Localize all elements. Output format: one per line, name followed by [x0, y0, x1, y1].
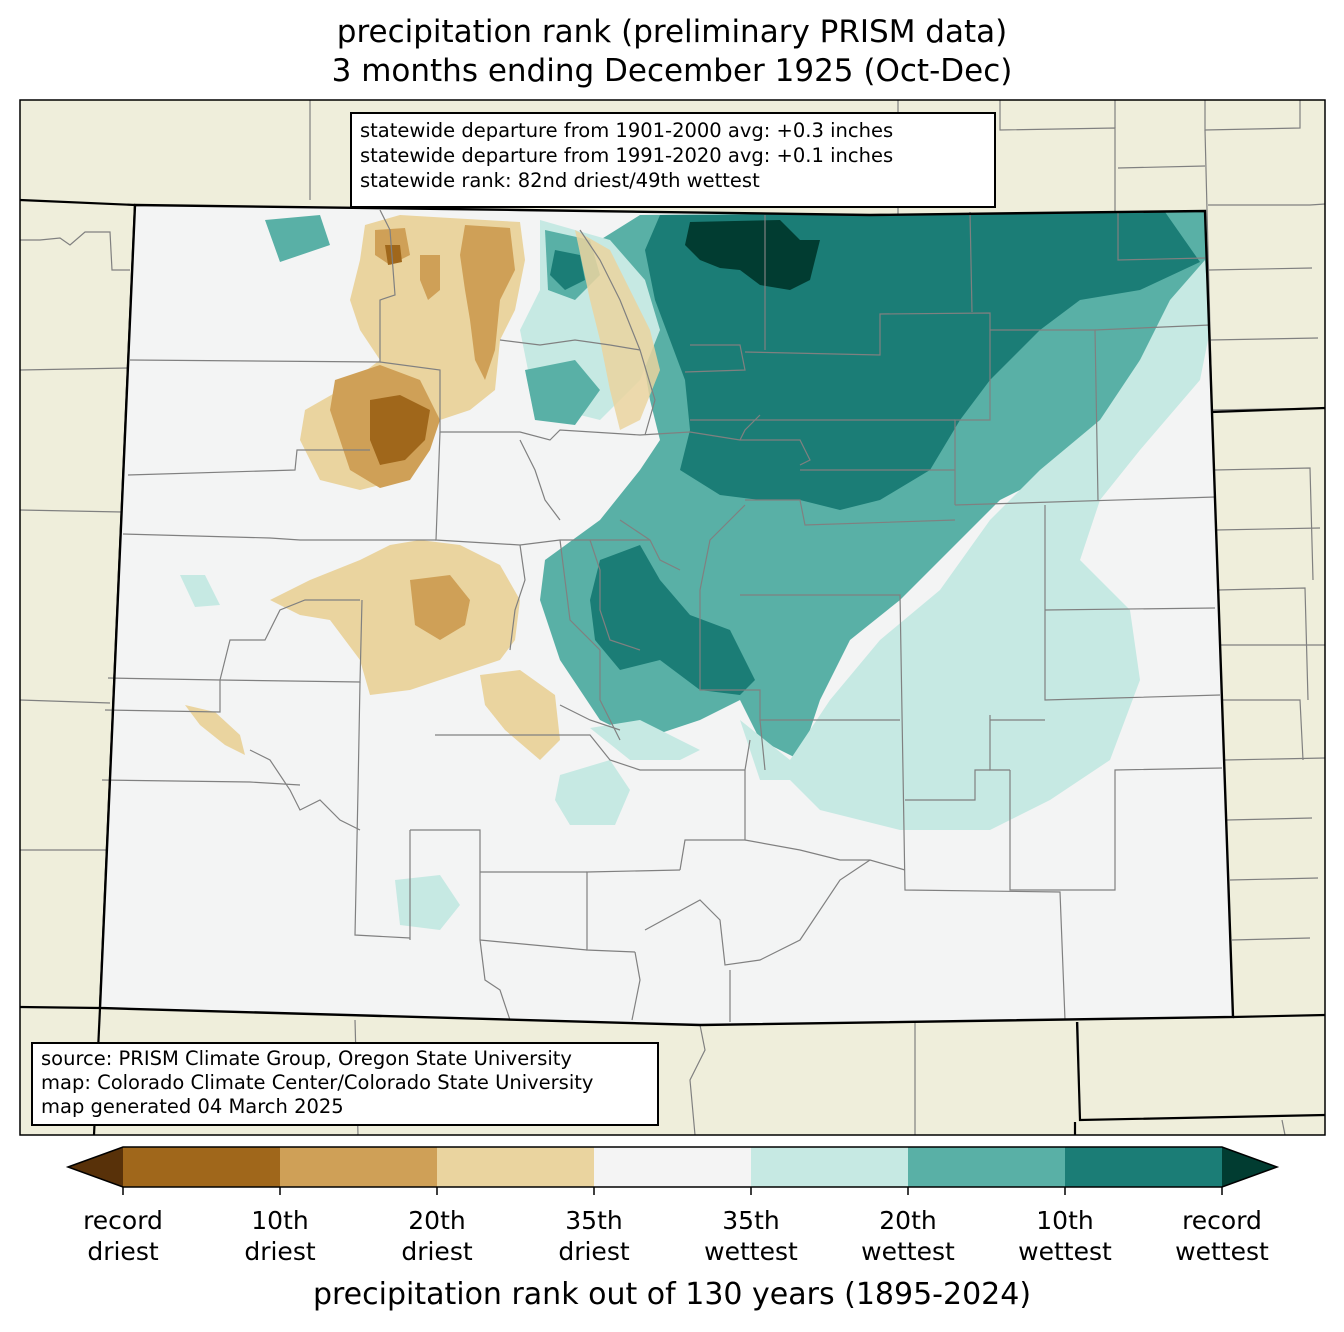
colorbar-tick-label-rank: 35th — [565, 1206, 623, 1235]
stats-departure-1991-2020: statewide departure from 1991-2020 avg: … — [360, 144, 894, 167]
colorbar-segment — [437, 1147, 595, 1187]
colorbar-segment — [123, 1147, 281, 1187]
colorbar-arrow-record-driest — [68, 1147, 123, 1187]
colorbar-tick-label-rank: 35th — [722, 1206, 780, 1235]
colorbar-tick-label-rank: 20th — [879, 1206, 937, 1235]
colorbar — [65, 1146, 1280, 1195]
colorbar-tick-label: 10th wettest — [985, 1205, 1145, 1267]
map-title-line-1: precipitation rank (preliminary PRISM da… — [336, 14, 1008, 50]
colorbar-tick-label-direction: wettest — [704, 1237, 798, 1266]
map-title-line-2: 3 months ending December 1925 (Oct-Dec) — [331, 53, 1013, 89]
colorbar-tick-label-direction: wettest — [861, 1237, 955, 1266]
colorbar-segment — [908, 1147, 1066, 1187]
stats-departure-1901-2000: statewide departure from 1901-2000 avg: … — [360, 119, 894, 142]
colorbar-segments — [123, 1147, 1223, 1187]
colorbar-tick-label-direction: driest — [244, 1237, 316, 1266]
colorbar-tick-label-rank: record — [83, 1206, 163, 1235]
colorbar-arrow-record-wettest — [1222, 1147, 1277, 1187]
colorbar-tick-label-direction: driest — [558, 1237, 630, 1266]
precipitation-shading — [180, 211, 1210, 930]
colorbar-tick-label-direction: driest — [401, 1237, 473, 1266]
colorbar-tick-label-direction: driest — [87, 1237, 159, 1266]
colorbar-tick-label-rank: 20th — [408, 1206, 466, 1235]
colorbar-tick-label-rank: 10th — [1036, 1206, 1094, 1235]
colorbar-ticks — [122, 1187, 1223, 1195]
map-frame — [19, 99, 1326, 1136]
colorbar-segment — [1065, 1147, 1223, 1187]
source-credits-box: source: PRISM Climate Group, Oregon Stat… — [31, 1042, 659, 1126]
colorbar-tick-label: record wettest — [1142, 1205, 1302, 1267]
stats-statewide-rank: statewide rank: 82nd driest/49th wettest — [360, 169, 760, 192]
map-generated-date: map generated 04 March 2025 — [41, 1095, 344, 1118]
map-credit: map: Colorado Climate Center/Colorado St… — [41, 1071, 594, 1094]
colorbar-title: precipitation rank out of 130 years (189… — [312, 1277, 1032, 1312]
colorbar-tick-label: 35th wettest — [671, 1205, 831, 1267]
colorado-state-border — [98, 203, 1235, 1027]
colorbar-tick-label-direction: wettest — [1018, 1237, 1112, 1266]
colorbar-tick-label: 10th driest — [200, 1205, 360, 1267]
colorbar-tick-label: 20th wettest — [828, 1205, 988, 1267]
source-credit: source: PRISM Climate Group, Oregon Stat… — [41, 1047, 572, 1070]
colorbar-tick-label-rank: record — [1182, 1206, 1262, 1235]
statewide-stats-box: statewide departure from 1901-2000 avg: … — [350, 112, 996, 208]
colorbar-tick-label: 35th driest — [514, 1205, 674, 1267]
colorbar-tick-label-rank: 10th — [251, 1206, 309, 1235]
colorbar-tick-label: record driest — [43, 1205, 203, 1267]
colorbar-tick-label: 20th driest — [357, 1205, 517, 1267]
colorbar-segment — [751, 1147, 909, 1187]
colorbar-tick-label-direction: wettest — [1175, 1237, 1269, 1266]
colorbar-segment — [280, 1147, 438, 1187]
colorbar-segment — [594, 1147, 752, 1187]
colorado-county-lines — [101, 209, 1223, 1022]
